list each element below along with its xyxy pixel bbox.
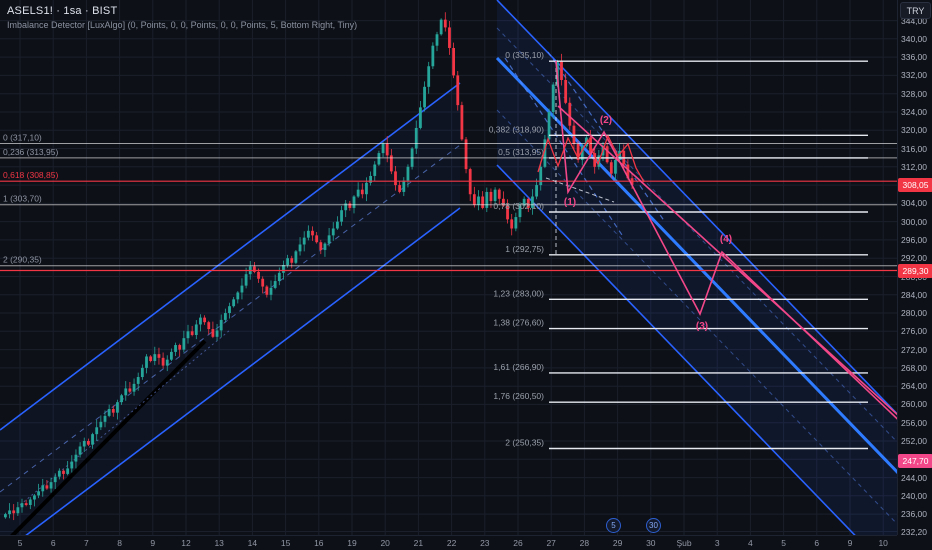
price-tag: 289,30 bbox=[898, 263, 932, 278]
price-tick: 252,00 bbox=[901, 436, 927, 446]
svg-text:2 (290,35): 2 (290,35) bbox=[3, 255, 42, 265]
candles-layer bbox=[4, 12, 634, 521]
projection-paths[interactable] bbox=[537, 60, 897, 450]
svg-text:0,78 (302,10): 0,78 (302,10) bbox=[493, 201, 544, 211]
price-tick: 336,00 bbox=[901, 52, 927, 63]
svg-text:(4): (4) bbox=[720, 234, 732, 245]
time-label: 9 bbox=[847, 538, 853, 548]
time-label: 30 bbox=[646, 538, 656, 548]
event-badges: 5 30 bbox=[606, 518, 661, 533]
svg-text:1,23 (283,00): 1,23 (283,00) bbox=[493, 288, 544, 298]
svg-text:(1): (1) bbox=[564, 197, 576, 208]
fib-extension-secondary[interactable]: 0 (335,10) 0,382 (318,90) 0,5 (313,95) 0,78… bbox=[489, 50, 868, 450]
time-label: 7 bbox=[84, 538, 89, 548]
symbol-title[interactable]: ASELS1! · 1sa · BIST bbox=[7, 5, 118, 17]
price-tick: 312,00 bbox=[901, 161, 927, 172]
time-label: 27 bbox=[546, 538, 556, 548]
svg-text:0,382 (318,90): 0,382 (318,90) bbox=[489, 124, 544, 134]
time-label: 4 bbox=[748, 538, 753, 548]
currency-button[interactable]: TRY bbox=[900, 2, 931, 19]
svg-text:0,618 (308,85): 0,618 (308,85) bbox=[3, 170, 58, 180]
svg-text:1 (292,75): 1 (292,75) bbox=[505, 244, 544, 254]
price-tick: 280,00 bbox=[901, 308, 927, 318]
price-tick: 240,00 bbox=[901, 490, 927, 501]
price-tick: 260,00 bbox=[901, 399, 927, 410]
price-tick: 340,00 bbox=[901, 33, 927, 44]
time-label: 6 bbox=[814, 538, 820, 548]
chart-svg: 0 (317,10) 0,236 (313,95) 0,618 (308,85) 1 … bbox=[0, 0, 897, 535]
price-tick: 232,20 bbox=[901, 526, 927, 537]
svg-text:0 (317,10): 0 (317,10) bbox=[3, 133, 42, 143]
time-label: 26 bbox=[513, 538, 523, 548]
price-tick: 328,00 bbox=[901, 88, 927, 99]
price-tick: 316,00 bbox=[901, 143, 927, 154]
time-label: 20 bbox=[380, 538, 390, 548]
price-tag: 247,70 bbox=[898, 453, 932, 468]
time-label: 23 bbox=[480, 538, 490, 548]
price-tick: 264,00 bbox=[901, 381, 927, 392]
svg-text:1,61 (266,90): 1,61 (266,90) bbox=[493, 362, 544, 372]
svg-text:(2): (2) bbox=[600, 115, 612, 126]
time-axis[interactable]: 5 6 7 8 9 12 13 14 15 16 19 20 21 22 23 26 27 28 29 30 Şub 3 4… bbox=[0, 535, 897, 550]
price-tick: 284,00 bbox=[901, 289, 927, 300]
time-label: 10 bbox=[878, 538, 888, 548]
price-tick: 332,00 bbox=[901, 70, 927, 81]
time-label: Şub bbox=[676, 538, 692, 548]
time-label: 22 bbox=[446, 538, 457, 548]
svg-text:1,76 (260,50): 1,76 (260,50) bbox=[493, 391, 544, 401]
svg-text:0 (335,10): 0 (335,10) bbox=[505, 50, 544, 60]
price-tick: 304,00 bbox=[901, 198, 927, 209]
svg-text:(3): (3) bbox=[696, 321, 708, 332]
time-label: 6 bbox=[50, 538, 56, 548]
time-label: 12 bbox=[181, 538, 191, 548]
time-label: 19 bbox=[347, 538, 357, 548]
trend-lines[interactable] bbox=[0, 0, 897, 535]
grid bbox=[0, 0, 897, 535]
channel-fills bbox=[0, 0, 897, 535]
price-tag: 308,05 bbox=[898, 177, 932, 192]
event-badge[interactable]: 30 bbox=[646, 518, 661, 533]
svg-text:1 (303,70): 1 (303,70) bbox=[3, 194, 42, 204]
time-label: 29 bbox=[612, 538, 623, 548]
price-tick: 256,00 bbox=[901, 417, 927, 428]
price-tick: 292,00 bbox=[901, 253, 927, 264]
svg-text:0,5 (313,95): 0,5 (313,95) bbox=[498, 147, 544, 157]
price-tick: 276,00 bbox=[901, 326, 927, 337]
time-label: 9 bbox=[150, 538, 156, 548]
time-label: 14 bbox=[247, 538, 258, 548]
svg-text:1,38 (276,60): 1,38 (276,60) bbox=[493, 318, 544, 328]
time-label: 8 bbox=[117, 538, 122, 548]
price-tick: 296,00 bbox=[901, 234, 927, 245]
time-label: 28 bbox=[579, 538, 590, 548]
price-tick: 320,00 bbox=[901, 125, 927, 136]
time-label: 3 bbox=[714, 538, 720, 548]
price-tick: 236,00 bbox=[901, 509, 927, 520]
time-label: 21 bbox=[413, 538, 424, 548]
time-label: 16 bbox=[314, 538, 324, 548]
price-tick: 344,00 bbox=[901, 15, 927, 26]
svg-text:0,236 (313,95): 0,236 (313,95) bbox=[3, 147, 58, 157]
price-tick: 268,00 bbox=[901, 362, 927, 373]
chart-canvas[interactable]: 0 (317,10) 0,236 (313,95) 0,618 (308,85) 1 … bbox=[0, 0, 897, 535]
indicator-title[interactable]: Imbalance Detector [LuxAlgo] (0, Points,… bbox=[7, 20, 358, 30]
event-badge[interactable]: 5 bbox=[606, 518, 621, 533]
price-axis[interactable]: TRY 344,00 340,00 336,00 332,00 328,00 324,00… bbox=[897, 0, 932, 537]
time-label: 5 bbox=[781, 538, 786, 548]
time-label: 15 bbox=[280, 538, 291, 548]
time-label: 13 bbox=[214, 538, 224, 548]
legend: ASELS1! · 1sa · BIST Imbalance Detector … bbox=[7, 5, 357, 30]
price-tick: 324,00 bbox=[901, 107, 927, 117]
price-tick: 272,00 bbox=[901, 344, 927, 355]
time-label: 5 bbox=[17, 538, 23, 548]
price-tick: 300,00 bbox=[901, 216, 927, 227]
svg-text:2 (250,35): 2 (250,35) bbox=[505, 438, 544, 448]
price-tick: 244,00 bbox=[901, 472, 927, 483]
wave-labels[interactable]: (1) (2) (3) (4) bbox=[564, 115, 732, 332]
